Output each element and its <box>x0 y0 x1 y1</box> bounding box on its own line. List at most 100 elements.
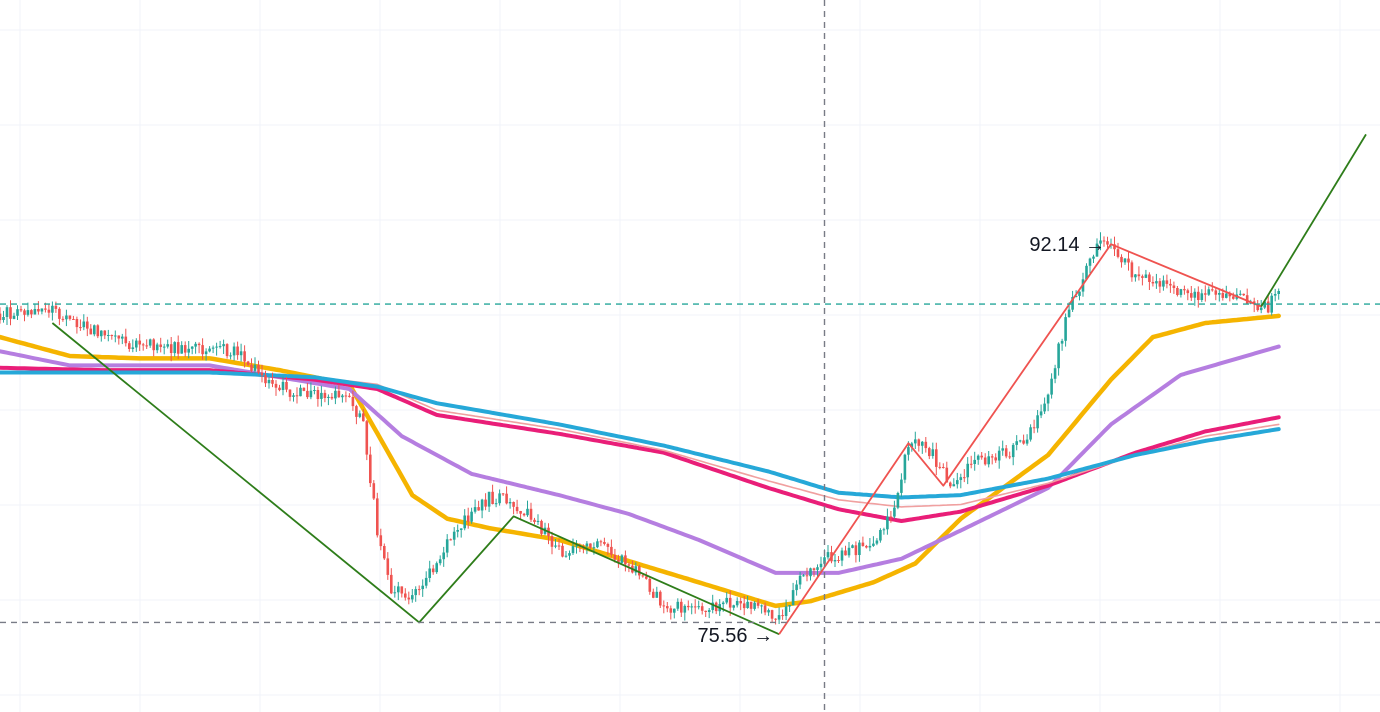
zigzag-line <box>1260 133 1367 307</box>
candle-body <box>435 563 438 573</box>
candle-body <box>355 406 358 417</box>
candle-body <box>756 602 760 606</box>
candle-body <box>1137 274 1141 277</box>
candle-body <box>728 597 732 608</box>
candle-body <box>533 519 536 522</box>
candle-body <box>969 463 973 465</box>
candle-body <box>135 340 138 348</box>
candle-body <box>96 325 100 337</box>
candle-body <box>372 483 376 499</box>
candle-body <box>735 601 739 606</box>
candle-body <box>540 520 543 534</box>
candle-body <box>267 380 271 384</box>
candle-body <box>564 555 568 557</box>
candle-body <box>519 511 522 514</box>
candle-body <box>376 498 379 536</box>
candle-body <box>1085 265 1088 280</box>
candle-body <box>54 305 58 309</box>
candle-body <box>1102 240 1106 242</box>
candle-body <box>917 439 921 446</box>
candle-body <box>369 454 372 484</box>
candle-body <box>1207 289 1211 295</box>
candle-body <box>16 309 19 316</box>
candle-body <box>1088 258 1092 266</box>
candle-body <box>100 330 103 337</box>
candle-body <box>931 449 935 456</box>
candle-body <box>190 346 194 349</box>
candle-body <box>585 543 589 547</box>
candlestick-layer <box>0 232 1280 625</box>
candle-body <box>774 618 777 620</box>
candle-body <box>648 578 652 592</box>
candle-body <box>505 493 508 504</box>
candle-body <box>285 381 288 390</box>
candle-body <box>742 603 746 609</box>
candle-body <box>725 597 728 603</box>
candle-body <box>1064 317 1067 341</box>
candle-body <box>858 542 861 555</box>
candle-body <box>903 454 907 480</box>
candle-body <box>900 479 903 493</box>
candle-body <box>145 345 148 347</box>
candle-body <box>204 351 208 355</box>
candle-body <box>463 515 466 529</box>
candle-body <box>910 443 914 448</box>
candle-body <box>1176 288 1179 295</box>
candle-body <box>82 321 86 328</box>
candle-body <box>1228 293 1232 297</box>
candle-body <box>72 319 75 320</box>
candle-body <box>459 528 463 530</box>
candle-body <box>201 345 204 355</box>
candle-body <box>798 575 802 585</box>
candle-body <box>148 339 152 346</box>
moving-average-line <box>0 365 1281 523</box>
candle-body <box>438 559 442 564</box>
candle-body <box>851 545 854 548</box>
candle-body <box>103 330 107 336</box>
candle-body <box>987 456 990 465</box>
candle-body <box>1266 301 1270 313</box>
candle-body <box>222 344 225 347</box>
candle-body <box>561 545 564 557</box>
candle-body <box>1148 274 1151 282</box>
candle-body <box>1270 295 1273 313</box>
candle-body <box>365 421 369 455</box>
candle-body <box>550 536 554 547</box>
candle-body <box>966 463 969 478</box>
candle-body <box>1057 343 1060 369</box>
candle-body <box>802 575 805 577</box>
candle-body <box>470 511 473 522</box>
candle-body <box>1242 293 1245 296</box>
candle-body <box>1015 441 1018 445</box>
candle-body <box>449 539 452 541</box>
candle-body <box>128 343 131 349</box>
candle-body <box>638 566 641 576</box>
candle-body <box>292 395 295 397</box>
candle-body <box>466 515 470 522</box>
candle-body <box>1141 276 1144 278</box>
candle-body <box>875 540 879 544</box>
candle-body <box>445 539 449 553</box>
candle-body <box>348 395 351 397</box>
candle-body <box>973 459 976 464</box>
candle-body <box>823 557 826 564</box>
candle-body <box>522 513 526 516</box>
candle-body <box>1190 293 1193 298</box>
candle-body <box>924 441 928 449</box>
candle-body <box>431 568 435 573</box>
candle-body <box>274 383 278 388</box>
candle-body <box>921 441 924 446</box>
candle-body <box>0 313 2 321</box>
candle-body <box>89 328 93 335</box>
candle-body <box>634 566 638 573</box>
candle-body <box>680 601 683 613</box>
candle-body <box>1245 295 1249 304</box>
candle-body <box>805 575 809 577</box>
candle-body <box>508 502 512 504</box>
candle-body <box>872 543 875 546</box>
candle-body <box>243 351 246 362</box>
candle-body <box>784 606 788 616</box>
